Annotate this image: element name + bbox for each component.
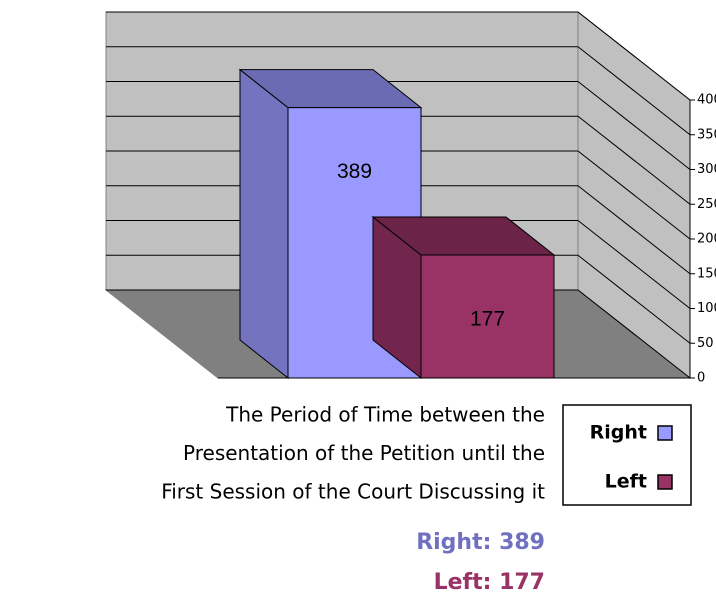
grid-line	[577, 220, 691, 309]
bar	[420, 254, 555, 379]
y-tick-label: 0	[697, 371, 705, 386]
chart-title: The Period of Time between the	[225, 403, 545, 427]
chart-title: First Session of the Court Discussing it	[161, 480, 545, 504]
summary-text: Right: 389	[416, 530, 545, 555]
data-label: 389	[337, 160, 372, 183]
legend-label: Right	[590, 422, 647, 444]
y-tick-label: 200	[697, 232, 716, 247]
grid-line	[577, 46, 691, 136]
y-tick-label: 250	[697, 197, 716, 212]
bar-side	[239, 68, 289, 380]
y-tick-label: 350	[697, 127, 716, 142]
grid-line	[577, 289, 691, 379]
grid-line	[577, 150, 691, 240]
grid-line	[577, 115, 691, 205]
data-label: 177	[470, 308, 505, 331]
legend-label: Left	[605, 471, 647, 493]
y-tick-label: 150	[697, 266, 716, 281]
y-tick-label: 50	[697, 336, 714, 351]
y-tick-label: 100	[697, 301, 716, 316]
y-tick-label: 300	[697, 162, 716, 177]
summary-text: Left: 177	[434, 570, 545, 595]
grid-line	[577, 81, 691, 170]
grid-line	[577, 185, 691, 275]
grid-line	[577, 11, 691, 101]
chart-title: Presentation of the Petition until the	[183, 441, 545, 465]
y-tick-label: 400	[697, 93, 716, 108]
legend-swatch	[657, 474, 673, 490]
grid-line	[577, 254, 691, 344]
legend-swatch	[657, 425, 673, 441]
